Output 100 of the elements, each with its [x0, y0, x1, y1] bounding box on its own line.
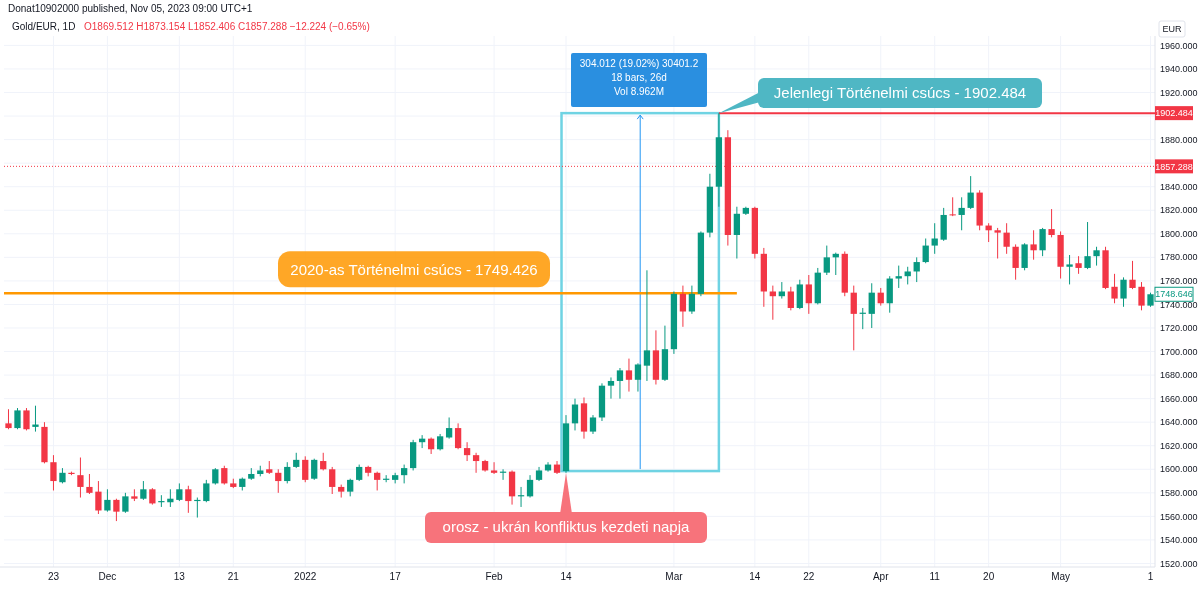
x-tick-label: Feb	[485, 571, 504, 582]
candlestick	[302, 455, 309, 483]
candlestick	[122, 492, 129, 514]
candlestick	[1030, 229, 1037, 261]
y-tick-label: 1760.000	[1160, 276, 1198, 287]
candlestick	[1066, 254, 1073, 285]
candlestick	[311, 458, 318, 481]
candlestick	[463, 441, 471, 462]
ref-line-label: 1902.484	[1155, 108, 1193, 119]
candlestick	[1120, 276, 1127, 308]
y-tick-label: 1820.000	[1160, 205, 1198, 216]
candlestick	[401, 464, 408, 484]
y-tick-label: 1560.000	[1160, 511, 1198, 522]
candlestick	[490, 461, 498, 475]
x-tick-label: 14	[560, 571, 573, 582]
candlestick	[607, 376, 615, 400]
text: Donat10902000 published, Nov 05, 2023 09:00 UTC+1	[8, 3, 253, 14]
candlestick	[86, 473, 93, 495]
candlestick	[50, 454, 57, 491]
candlestick	[1093, 246, 1100, 267]
candlestick	[158, 494, 165, 508]
candlestick	[625, 358, 633, 393]
y-tick-label: 1920.000	[1160, 87, 1198, 98]
candlestick	[679, 285, 687, 328]
y-tick-label: 1740.000	[1160, 299, 1198, 310]
x-tick-label: 17	[389, 571, 402, 582]
candlestick	[454, 422, 462, 450]
candlestick	[104, 488, 111, 513]
y-tick-label: 1780.000	[1160, 252, 1198, 263]
y-axis-title: EUR	[1162, 24, 1182, 34]
candlestick	[5, 408, 12, 430]
candlestick	[805, 274, 812, 315]
y-tick-label: 1680.000	[1160, 370, 1198, 381]
annotation: orosz - ukrán konfliktus kezdeti napja	[442, 518, 691, 536]
annotation: Jelenlegi Történelmi csúcs - 1902.484	[773, 84, 1027, 102]
candlestick	[913, 256, 920, 283]
x-tick-label: 14	[749, 571, 761, 582]
y-tick-label: 1620.000	[1160, 440, 1198, 451]
candlestick	[643, 269, 651, 382]
candlestick	[769, 285, 776, 321]
ref-line-label: 1857.288	[1155, 161, 1193, 172]
candlestick	[23, 407, 30, 431]
y-tick-label: 1660.000	[1160, 393, 1198, 404]
candlestick	[77, 457, 84, 499]
candlestick	[203, 479, 210, 503]
annotation: 18 bars, 26d	[611, 72, 667, 83]
candlestick	[949, 196, 956, 217]
candlestick	[571, 398, 579, 431]
candlestick	[823, 245, 830, 276]
y-tick-label: 1940.000	[1160, 64, 1198, 75]
x-tick-label: 20	[983, 571, 995, 582]
candlestick	[796, 279, 803, 310]
candlestick	[1021, 242, 1028, 271]
candlestick	[445, 416, 453, 440]
candlestick	[922, 238, 929, 264]
candlestick	[113, 498, 120, 522]
y-tick-label: 1580.000	[1160, 487, 1198, 498]
ref-line-label: 2020-as Történelmi csúcs - 1749.426	[290, 260, 538, 278]
chart-title: Gold/EUR, 1D	[12, 21, 76, 32]
candlestick	[140, 480, 147, 501]
y-tick-label: 1640.000	[1160, 417, 1198, 428]
y-tick-label: 1540.000	[1160, 535, 1198, 546]
candlestick	[589, 414, 597, 435]
candlestick	[868, 282, 875, 329]
x-tick-label: 1	[1147, 571, 1154, 582]
candlestick	[958, 196, 965, 231]
candlestick	[787, 286, 794, 311]
x-tick-label: May	[1051, 571, 1071, 582]
x-tick-label: 22	[803, 571, 815, 582]
candlestick	[616, 367, 624, 400]
candlestick	[1138, 281, 1145, 311]
candlestick	[185, 485, 192, 514]
y-tick-label: 1880.000	[1160, 134, 1198, 145]
x-tick-label: Apr	[872, 571, 890, 582]
candlestick	[472, 452, 480, 474]
candlestick	[895, 265, 902, 289]
candlestick	[14, 407, 21, 430]
candlestick	[850, 285, 857, 351]
y-tick-label: 1520.000	[1160, 558, 1198, 569]
candlestick	[967, 175, 974, 210]
candlestick	[329, 466, 336, 495]
candlestick	[994, 227, 1001, 260]
annotation: 1748.646	[1155, 289, 1193, 300]
candlestick	[221, 465, 228, 486]
y-tick-label: 1700.000	[1160, 346, 1198, 357]
x-tick-label: 2022	[294, 571, 317, 582]
candlestick	[526, 474, 534, 499]
candlestick	[733, 206, 741, 260]
candlestick	[284, 461, 291, 484]
candlestick	[275, 468, 282, 494]
y-tick-label: 1720.000	[1160, 323, 1198, 334]
candlestick	[1084, 221, 1091, 270]
candlestick	[1111, 273, 1118, 304]
candlestick	[931, 222, 938, 255]
candlestick	[1012, 243, 1019, 281]
chart-subtitle: O1869.512 H1873.154 L1852.406 C1857.288 −12.224 (−0.65%)	[84, 21, 370, 32]
candlestick	[634, 362, 642, 393]
x-tick-label: 11	[929, 571, 941, 582]
candlestick	[95, 480, 102, 515]
x-tick-label: Mar	[665, 571, 684, 582]
